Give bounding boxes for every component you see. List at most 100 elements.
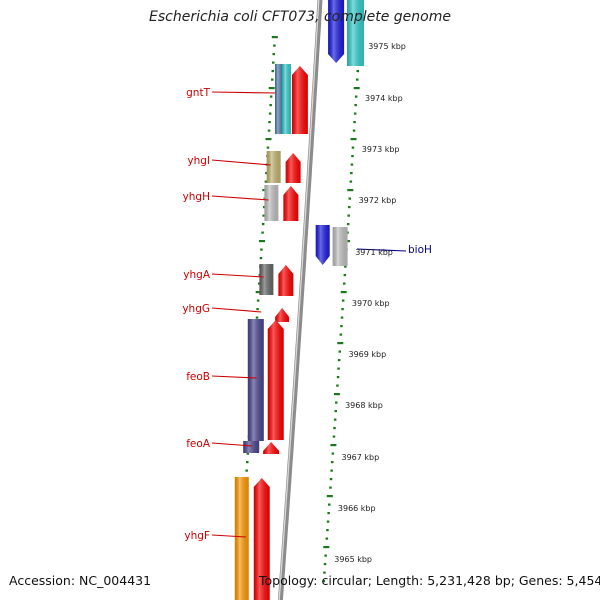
minor-tick: [333, 427, 336, 430]
leader-yhgI: [211, 159, 271, 166]
minor-tick: [353, 121, 356, 124]
leader-yhgF: [211, 534, 246, 538]
leader-yhgG: [211, 307, 262, 313]
minor-tick: [269, 95, 273, 98]
yhgA-gene-shade: [259, 264, 274, 295]
yhgF-cds-shade: [253, 478, 270, 600]
minor-tick: [336, 384, 339, 387]
major-tick: [326, 495, 333, 498]
major-tick: [347, 189, 354, 192]
label-leader-lines: [211, 91, 407, 538]
top-blue-gene-shade: [328, 0, 345, 63]
yhgH-gene-shade: [264, 185, 279, 221]
minor-tick: [348, 197, 351, 200]
minor-tick: [323, 571, 326, 574]
leader-bioH: [356, 248, 407, 252]
gene-label-yhgF: yhgF: [184, 530, 210, 542]
major-tick: [333, 393, 340, 396]
gene-label-bioH: bioH: [408, 244, 432, 256]
top-cyan-gene-shade: [347, 0, 364, 66]
ruler-label: 3968 kbp: [345, 401, 383, 410]
minor-tick: [266, 146, 270, 149]
major-tick: [265, 138, 272, 141]
minor-tick: [262, 214, 265, 217]
minor-tick: [258, 282, 261, 285]
major-tick: [271, 36, 278, 39]
minor-tick: [267, 129, 271, 132]
ruler-label: 3973 kbp: [362, 145, 400, 154]
feoB-cds-shade: [267, 320, 284, 440]
minor-tick: [351, 146, 355, 149]
yhgA-cds-shade: [278, 265, 294, 296]
minor-tick: [333, 418, 337, 421]
backbone-highlight: [278, 0, 320, 601]
minor-tick: [346, 223, 350, 226]
minor-tick: [326, 529, 329, 532]
minor-tick: [351, 155, 354, 158]
minor-tick: [331, 461, 334, 464]
gene-label-yhgG: yhgG: [182, 303, 210, 315]
minor-tick: [334, 410, 337, 413]
bioH-gene-shade: [332, 227, 348, 266]
minor-tick: [332, 435, 336, 438]
feoB-gene-shade: [247, 319, 264, 441]
minor-tick: [260, 248, 263, 251]
leader-yhgA: [211, 273, 264, 278]
minor-tick: [272, 53, 275, 56]
minor-tick: [343, 274, 347, 277]
minor-tick: [354, 95, 358, 98]
minor-tick: [340, 316, 344, 319]
major-tick: [323, 546, 330, 549]
ruler-label: 3965 kbp: [334, 555, 372, 564]
minor-tick: [261, 231, 264, 234]
major-tick: [255, 291, 262, 294]
yhgF-gene-orange-shade: [234, 477, 249, 600]
minor-tick: [353, 112, 357, 115]
feoA-gene-shade: [243, 441, 260, 453]
minor-tick: [268, 112, 272, 115]
minor-tick: [336, 376, 340, 379]
leader-gntT: [211, 91, 276, 94]
minor-tick: [343, 282, 346, 285]
minor-tick: [347, 214, 350, 217]
minor-tick: [341, 308, 344, 311]
minor-tick: [344, 265, 347, 268]
gntT-gene-steel-shade: [275, 64, 283, 134]
minor-tick: [340, 325, 343, 328]
topology-label: Topology: circular; Length: 5,231,428 bp…: [259, 573, 600, 588]
major-tick: [353, 87, 360, 90]
minor-tick: [356, 78, 359, 81]
yhgI-cds-shade: [285, 153, 301, 183]
minor-tick: [261, 223, 265, 226]
minor-tick: [329, 478, 333, 481]
minor-tick: [256, 308, 259, 311]
minor-tick: [341, 299, 345, 302]
gntT-cds-shade: [291, 66, 308, 134]
gene-label-yhgH: yhgH: [183, 191, 210, 203]
gene-label-yhgA: yhgA: [183, 269, 211, 281]
gene-features: [234, 0, 364, 600]
major-tick: [337, 342, 344, 345]
minor-tick: [256, 299, 260, 302]
minor-tick: [263, 206, 266, 209]
major-tick: [340, 291, 347, 294]
minor-tick: [326, 520, 330, 523]
minor-tick: [331, 452, 335, 455]
minor-tick: [337, 359, 341, 362]
major-tick: [350, 138, 357, 141]
major-tick: [268, 87, 275, 90]
yhgG-cds-shade: [275, 308, 290, 322]
genome-title: Escherichia coli CFT073, complete genome: [149, 9, 451, 25]
gene-label-yhgI: yhgI: [187, 155, 210, 167]
ruler-label: 3971 kbp: [355, 248, 393, 257]
minor-tick: [330, 469, 333, 472]
leader-feoB: [211, 375, 257, 379]
minor-tick: [272, 61, 275, 64]
minor-tick: [273, 44, 276, 47]
minor-tick: [328, 503, 331, 506]
minor-tick: [268, 121, 271, 124]
minor-tick: [338, 350, 341, 353]
minor-tick: [348, 206, 351, 209]
